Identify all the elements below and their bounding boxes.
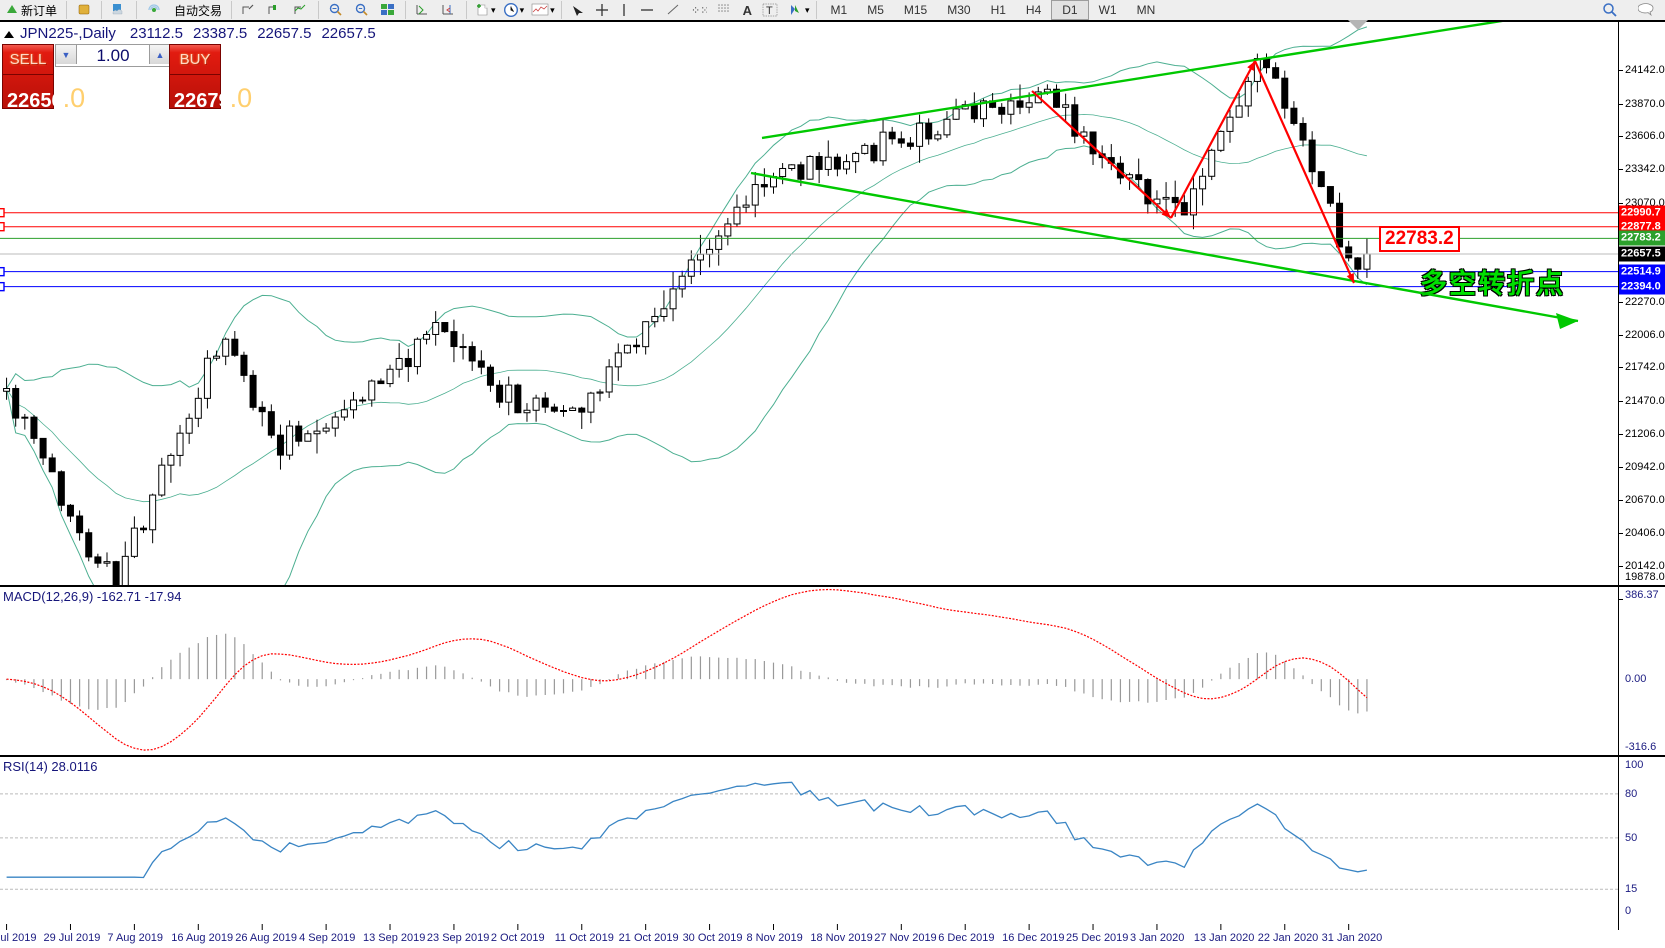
svg-text:T: T: [766, 5, 773, 17]
svg-text:⁘⁙: ⁘⁙: [691, 5, 707, 17]
